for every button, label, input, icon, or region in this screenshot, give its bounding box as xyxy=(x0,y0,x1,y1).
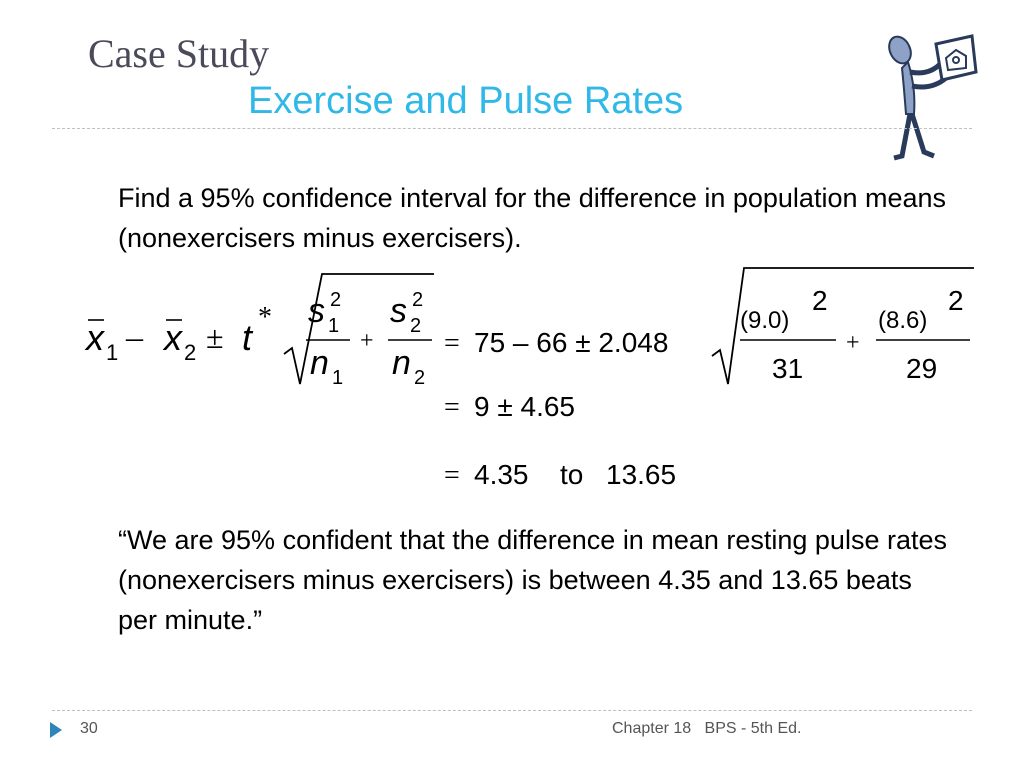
confidence-interval-formula: x 1 – x 2 ± t * s 2 1 n 1 + s 2 2 n 2 = … xyxy=(84,267,974,491)
footer-divider xyxy=(52,710,972,711)
svg-text:29: 29 xyxy=(906,353,937,384)
svg-text:x: x xyxy=(84,317,106,358)
svg-text:=: = xyxy=(444,460,460,491)
svg-text:2: 2 xyxy=(812,285,828,316)
svg-text:(8.6): (8.6) xyxy=(878,307,927,334)
svg-text:+: + xyxy=(846,330,860,356)
svg-text:s: s xyxy=(390,292,407,330)
svg-text:2: 2 xyxy=(184,340,196,365)
person-holding-sign-icon xyxy=(888,34,978,161)
slide-subtitle: Exercise and Pulse Rates xyxy=(248,80,684,122)
slide-number: 30 xyxy=(80,720,98,737)
title-divider xyxy=(52,128,972,129)
general-formula: x 1 – x 2 ± t * s 2 1 n 1 + s 2 2 n 2 xyxy=(84,273,434,389)
svg-text:2: 2 xyxy=(412,289,423,311)
intro-text: Find a 95% confidence interval for the d… xyxy=(118,183,947,253)
svg-text:s: s xyxy=(308,292,325,330)
svg-text:31: 31 xyxy=(772,353,803,384)
svg-text:1: 1 xyxy=(106,340,118,365)
svg-text:*: * xyxy=(258,302,272,333)
svg-text:2: 2 xyxy=(410,315,421,337)
svg-text:±: ± xyxy=(206,319,224,355)
svg-text:(9.0): (9.0) xyxy=(740,307,789,334)
svg-text:2: 2 xyxy=(948,285,964,316)
svg-text:+: + xyxy=(360,328,374,354)
svg-text:1: 1 xyxy=(332,367,343,389)
svg-text:to: to xyxy=(560,459,583,490)
footer-chapter: Chapter 18 xyxy=(612,720,692,737)
formula-step-2: = 9 ± 4.65 xyxy=(444,391,575,423)
svg-text:n: n xyxy=(392,344,411,382)
svg-text:n: n xyxy=(310,344,329,382)
svg-text:4.35: 4.35 xyxy=(474,459,529,490)
footer-book: BPS - 5th Ed. xyxy=(704,720,802,737)
svg-text:2: 2 xyxy=(414,367,425,389)
footer-text: Chapter 18 BPS - 5th Ed. xyxy=(612,720,801,738)
formula-step-1: = 75 – 66 ± 2.048 (9.0) 2 31 + (8.6) 2 2… xyxy=(444,267,974,385)
formula-step-3: = 4.35 to 13.65 xyxy=(444,459,676,491)
slide-title: Case Study xyxy=(88,31,270,76)
svg-text:75 – 66 ± 2.048: 75 – 66 ± 2.048 xyxy=(474,327,668,358)
svg-text:t: t xyxy=(242,317,254,358)
svg-text:9 ± 4.65: 9 ± 4.65 xyxy=(474,391,575,422)
svg-text:=: = xyxy=(444,328,460,359)
svg-text:x: x xyxy=(162,317,184,358)
svg-text:–: – xyxy=(125,319,144,356)
svg-text:13.65: 13.65 xyxy=(606,459,676,490)
svg-text:1: 1 xyxy=(328,315,339,337)
svg-text:2: 2 xyxy=(330,289,341,311)
svg-text:=: = xyxy=(444,392,460,423)
triangle-arrow-icon xyxy=(50,722,62,738)
conclusion-text: “We are 95% confident that the differenc… xyxy=(118,525,947,635)
